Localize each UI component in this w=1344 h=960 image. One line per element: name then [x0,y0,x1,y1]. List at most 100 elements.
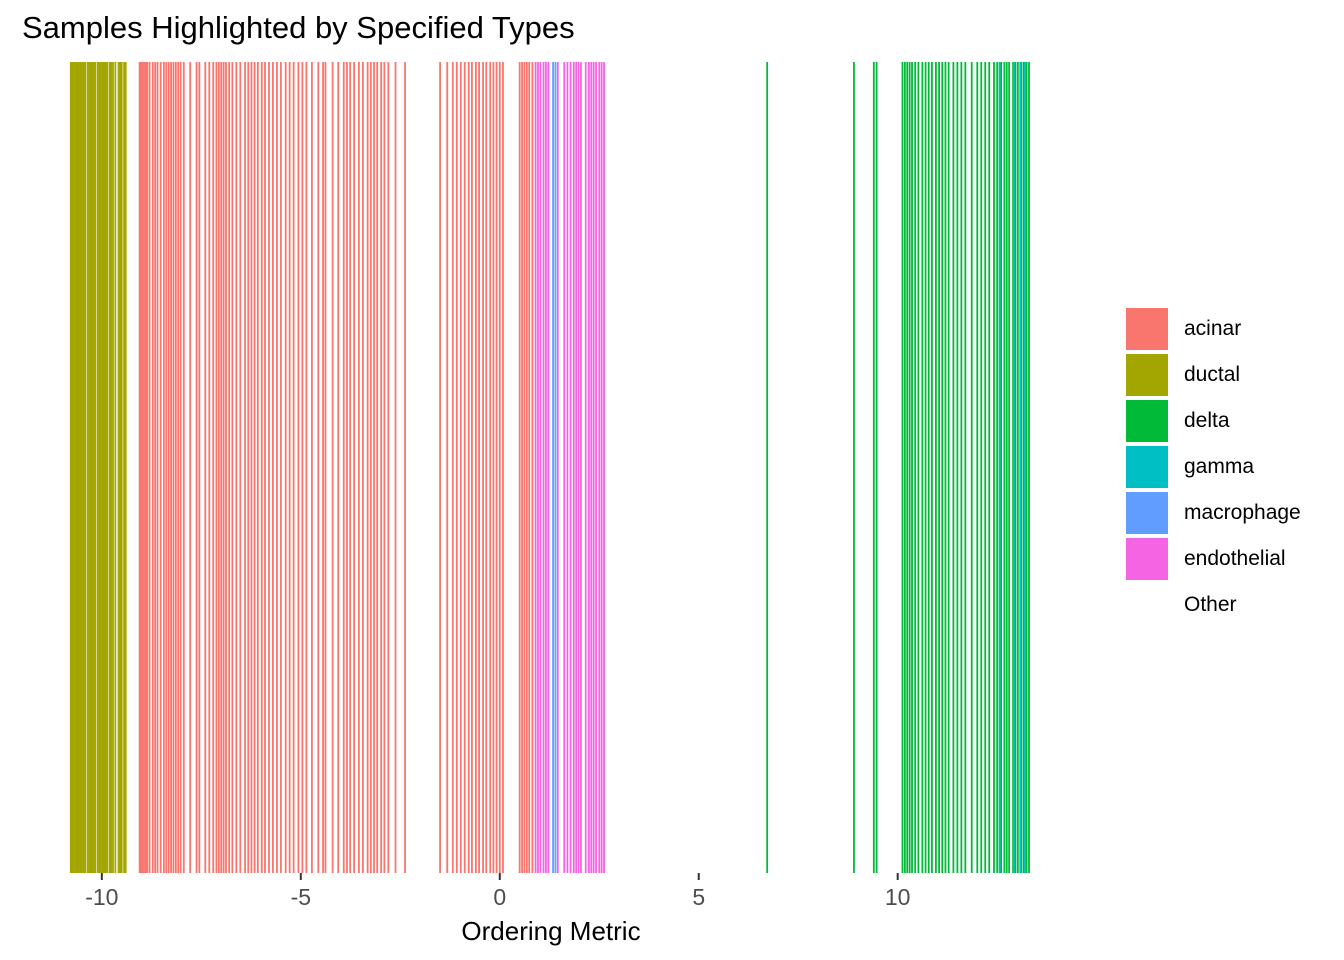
bar-acinar-83 [482,62,484,873]
bar-acinar-62 [358,62,360,873]
bar-endothelial-6 [556,62,559,873]
legend-key-endothelial [1126,538,1168,580]
bar-acinar-79 [467,62,470,873]
bar-delta-2 [872,62,875,873]
bar-acinar-28 [220,62,223,873]
bar-endothelial-13 [580,62,582,873]
bar-delta-23 [964,62,967,873]
legend-key-ductal [1126,354,1168,396]
bar-endothelial-8 [566,62,569,873]
legend-label-ductal: ductal [1184,363,1241,386]
bar-delta-14 [931,62,933,873]
bar-acinar-92 [523,62,526,873]
bar-ductal-24 [110,62,113,873]
bar-acinar-35 [244,62,246,873]
bar-delta-6 [906,62,909,873]
bar-macrophage-0 [552,62,554,873]
bar-endothelial-3 [542,62,545,873]
bar-acinar-6 [148,62,151,873]
bar-delta-0 [766,62,769,873]
bar-acinar-75 [451,62,454,873]
bar-acinar-64 [366,62,369,873]
bar-acinar-54 [322,62,324,873]
bar-endothelial-1 [537,62,539,873]
bar-acinar-23 [204,62,207,873]
bar-endothelial-16 [590,62,593,873]
bar-delta-4 [901,62,904,873]
bar-acinar-15 [172,62,175,873]
bar-acinar-17 [177,62,180,873]
bar-acinar-66 [373,62,375,873]
bar-ductal-19 [101,62,104,873]
bar-acinar-85 [489,62,492,873]
bar-endothelial-15 [588,62,590,873]
bar-endothelial-4 [545,62,547,873]
bar-delta-32 [1003,62,1006,873]
bar-acinar-0 [138,62,141,873]
bar-ductal-11 [88,62,90,873]
bar-ductal-20 [103,62,106,873]
legend-key-other [1126,584,1168,626]
bar-acinar-47 [288,62,291,873]
bar-endothelial-20 [600,62,603,873]
bar-ductal-8 [82,62,85,873]
bar-endothelial-9 [569,62,572,873]
bar-ductal-5 [77,62,80,873]
bar-delta-17 [941,62,944,873]
bar-acinar-29 [222,62,225,873]
x-tick-label-3: 5 [692,884,705,910]
bar-endothelial-12 [577,62,580,873]
bar-delta-31 [1000,62,1003,873]
x-axis-title: Ordering Metric [461,916,640,946]
bar-acinar-49 [297,62,300,873]
bar-ductal-28 [119,62,122,873]
bar-acinar-7 [151,62,154,873]
bar-macrophage-1 [554,62,557,873]
bar-delta-8 [911,62,913,873]
bar-acinar-11 [163,62,165,873]
bar-ductal-6 [79,62,82,873]
bar-gamma-0 [998,62,1001,873]
bar-delta-10 [917,62,920,873]
bar-acinar-3 [143,62,145,873]
bar-ductal-27 [117,62,120,873]
bar-ductal-9 [84,62,87,873]
bar-acinar-25 [212,62,215,873]
bar-acinar-9 [156,62,159,873]
bar-acinar-86 [492,62,495,873]
bar-acinar-12 [165,62,168,873]
bar-delta-39 [1022,62,1025,873]
bar-acinar-90 [518,62,521,873]
bar-ductal-3 [74,62,77,873]
bar-acinar-45 [280,62,282,873]
bar-acinar-16 [174,62,177,873]
bar-acinar-51 [305,62,308,873]
legend-label-acinar: acinar [1184,317,1242,340]
legend-label-gamma: gamma [1184,455,1255,478]
bar-acinar-93 [525,62,528,873]
bar-acinar-87 [495,62,498,873]
bar-acinar-8 [154,62,157,873]
bar-acinar-21 [195,62,198,873]
bar-ductal-13 [91,62,94,873]
bar-delta-9 [914,62,917,873]
bar-endothelial-2 [539,62,542,873]
bar-acinar-48 [292,62,295,873]
bar-ductal-0 [69,62,72,873]
bar-acinar-68 [380,62,383,873]
x-tick-label-0: -10 [85,884,118,910]
bar-ductal-18 [100,62,102,873]
bar-ductal-12 [89,62,92,873]
bar-delta-21 [956,62,959,873]
bar-acinar-42 [268,62,270,873]
bar-endothelial-10 [572,62,575,873]
bar-delta-24 [970,62,973,873]
bar-delta-16 [938,62,940,873]
bar-endothelial-18 [595,62,597,873]
bar-acinar-22 [198,62,201,873]
bar-delta-34 [1008,62,1011,873]
bar-ductal-1 [71,62,74,873]
bar-endothelial-0 [534,62,537,873]
bar-delta-15 [935,62,937,873]
bar-endothelial-11 [575,62,578,873]
